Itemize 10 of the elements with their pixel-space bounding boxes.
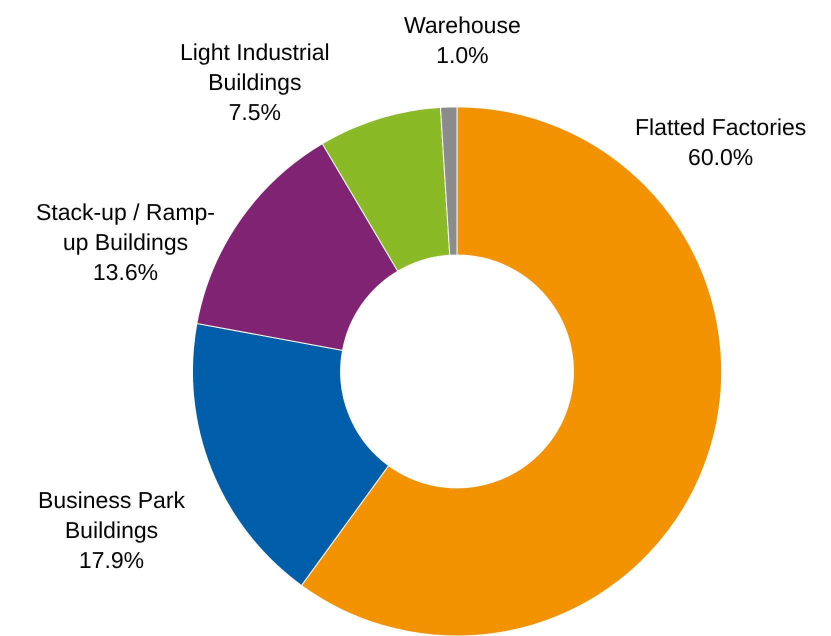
slice-label: Stack-up / Ramp- up Buildings [36,199,215,255]
data-label: 1.0% [436,42,489,68]
slice-label: Warehouse [404,12,521,38]
slice-label: Business Park Buildings [38,487,186,543]
data-label: 17.9% [78,546,144,573]
slice-label: Flatted Factories [635,114,806,140]
data-label: 60.0% [688,144,754,170]
slice-label: Light Industrial Buildings [180,39,330,95]
data-label: 13.6% [92,258,158,285]
data-label: 7.5% [228,98,282,125]
